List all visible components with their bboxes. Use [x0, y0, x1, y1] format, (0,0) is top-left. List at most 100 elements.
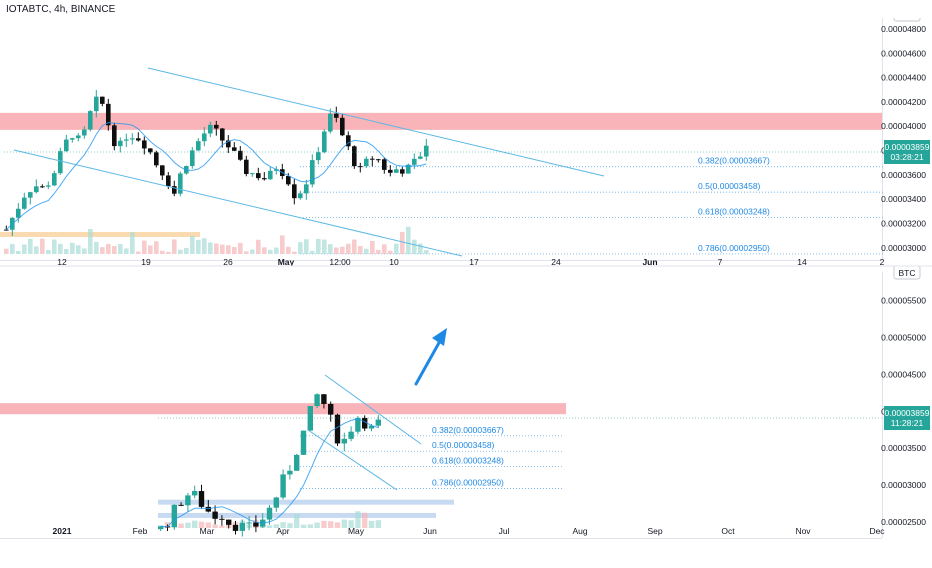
currency-label: BTC — [899, 18, 916, 20]
candle — [148, 148, 153, 153]
candle — [406, 164, 411, 174]
x-tick-label: Sep — [647, 526, 662, 536]
candle — [94, 96, 99, 112]
candle — [142, 140, 147, 149]
candle — [70, 138, 75, 140]
volume-bar — [346, 243, 351, 254]
volume-bar — [142, 240, 147, 254]
volume-bar — [58, 243, 63, 254]
volume-bar — [250, 249, 255, 254]
x-tick-label: 12 — [57, 257, 67, 267]
volume-bar — [160, 250, 165, 254]
price-charts[interactable]: 0.382(0.00003667) 0.5(0.00003458) 0.618(0.… — [0, 18, 932, 568]
candle — [212, 511, 218, 519]
candle — [334, 113, 339, 118]
volume-bar — [185, 522, 191, 528]
candle — [346, 135, 351, 147]
candle — [262, 178, 267, 180]
candle — [198, 491, 205, 507]
candle — [171, 504, 177, 528]
candle — [287, 470, 293, 475]
currency-label: BTC — [899, 268, 916, 278]
volume-bar — [412, 239, 417, 254]
volume-bar — [370, 241, 375, 254]
volume-bar — [82, 248, 87, 254]
volume-bar — [292, 251, 297, 254]
candle — [376, 159, 381, 161]
candle — [130, 138, 135, 140]
candle — [64, 139, 69, 152]
volume-bar — [100, 247, 105, 254]
candle — [358, 166, 363, 168]
candle — [250, 173, 255, 175]
x-tick-label: 17 — [469, 257, 479, 267]
volume-bar — [300, 524, 307, 528]
volume-bar — [52, 239, 57, 254]
chart-panel-2: 0.382(0.00003667) 0.5(0.00003458) 0.618(0.… — [0, 265, 930, 539]
volume-bar — [46, 249, 51, 254]
volume-bar — [304, 239, 309, 254]
candle — [220, 128, 225, 141]
volume-bar — [208, 242, 213, 254]
trendline — [147, 67, 605, 177]
volume-bar — [238, 242, 243, 254]
volume-bar — [70, 242, 75, 254]
candle — [52, 173, 57, 186]
volume-bar — [154, 241, 159, 254]
x-tick-label: Dec — [869, 526, 885, 536]
y-tick-label: 0.00004500 — [881, 369, 926, 379]
x-tick-label: Jun — [423, 526, 437, 536]
x-tick-label: 7 — [718, 257, 723, 267]
moving-average-line — [160, 418, 379, 528]
volume-bar — [136, 251, 141, 254]
candle — [239, 522, 245, 531]
candle — [219, 518, 225, 520]
volume-bar — [112, 246, 117, 254]
candle — [341, 438, 347, 444]
candle — [294, 454, 300, 471]
candle — [298, 193, 303, 199]
candle — [340, 117, 345, 136]
candle — [334, 414, 341, 444]
volume-bar — [262, 247, 267, 254]
fib-label: 0.786(0.00002950) — [698, 243, 770, 253]
candle — [300, 430, 307, 455]
candle — [322, 131, 327, 153]
candle — [185, 495, 191, 506]
resistance-zone — [0, 112, 882, 130]
candle — [280, 474, 286, 498]
candle — [192, 491, 198, 496]
x-tick-label: 14 — [797, 257, 807, 267]
candle — [274, 169, 279, 171]
x-tick-label: 19 — [141, 257, 151, 267]
volume-bar — [118, 244, 123, 254]
y-tick-label: 0.00003000 — [881, 243, 926, 253]
candle — [208, 124, 213, 134]
candle — [424, 145, 429, 157]
candle — [368, 425, 375, 429]
volume-bar — [368, 520, 375, 528]
y-tick-label: 0.00004000 — [881, 121, 926, 131]
volume-bar — [376, 249, 381, 254]
volume-bar — [294, 514, 300, 528]
candle — [118, 140, 123, 147]
candle — [124, 139, 129, 141]
volume-bar — [10, 244, 15, 254]
candle — [232, 524, 239, 531]
volume-bar — [334, 247, 339, 254]
volume-bar — [124, 248, 129, 254]
candle — [196, 141, 201, 151]
candle — [362, 417, 368, 429]
volume-bar — [298, 242, 303, 254]
candle — [205, 506, 211, 512]
candle — [136, 138, 141, 141]
moving-average-line — [5, 121, 427, 231]
volume-bar — [192, 520, 198, 528]
candle — [310, 160, 315, 185]
x-tick-label: 12:00 — [329, 257, 351, 267]
candle — [388, 169, 393, 173]
volume-bar — [4, 248, 9, 254]
candle — [355, 417, 361, 432]
fib-label: 0.786(0.00002950) — [432, 478, 504, 488]
last-price-badge — [884, 406, 930, 430]
